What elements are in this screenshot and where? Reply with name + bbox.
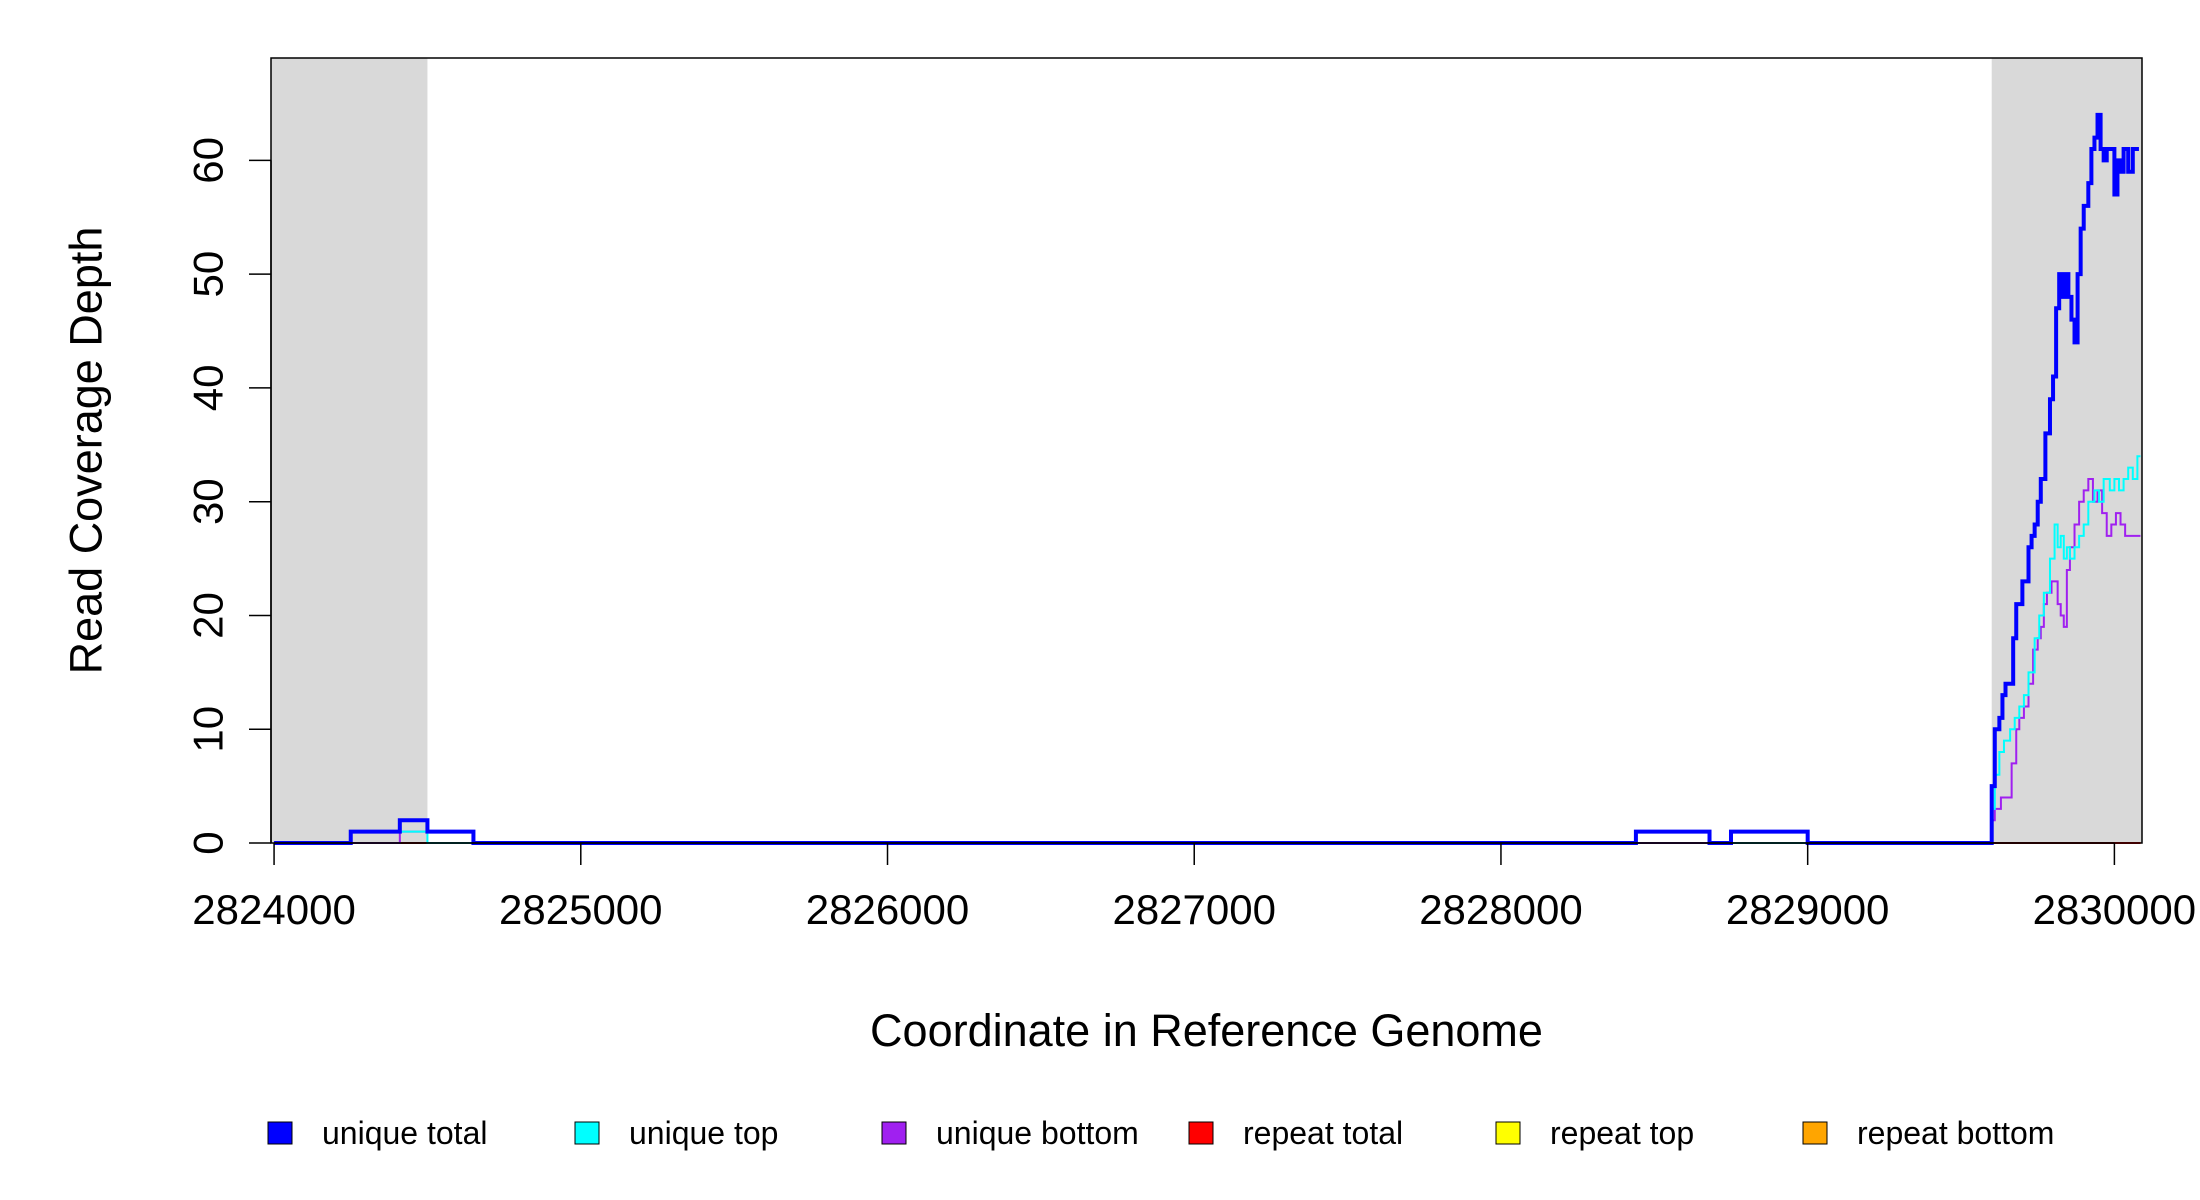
legend-swatch: [574, 1121, 600, 1145]
legend-label: repeat bottom: [1857, 1115, 2054, 1151]
series-line-unique-bottom: [274, 477, 2141, 844]
y-tick-label: 10: [185, 706, 232, 753]
x-tick-label: 2824000: [192, 886, 356, 933]
legend-item: repeat top: [1495, 1115, 1694, 1151]
x-tick-label: 2826000: [806, 886, 970, 933]
x-tick-label: 2830000: [2033, 886, 2197, 933]
legend-item: unique top: [574, 1115, 778, 1151]
legend-label: repeat top: [1550, 1115, 1694, 1151]
legend-label: unique total: [322, 1115, 487, 1151]
y-axis-title: Read Coverage Depth: [61, 227, 112, 675]
legend-label: repeat total: [1243, 1115, 1403, 1151]
plot-frame: [270, 57, 2143, 844]
y-tick-label: 60: [185, 137, 232, 184]
legend-swatch: [1802, 1121, 1828, 1145]
x-axis-title: Coordinate in Reference Genome: [870, 1005, 1543, 1056]
series-line-unique-total: [274, 112, 2139, 845]
legend-item: unique total: [267, 1115, 487, 1151]
y-tick-label: 50: [185, 251, 232, 298]
legend-item: repeat total: [1188, 1115, 1403, 1151]
legend-item: repeat bottom: [1802, 1115, 2054, 1151]
x-tick-label: 2825000: [499, 886, 663, 933]
legend-swatch: [267, 1121, 293, 1145]
series-line-unique-top: [274, 455, 2141, 844]
legend-swatch: [881, 1121, 907, 1145]
legend-swatch: [1495, 1121, 1521, 1145]
legend-label: unique top: [629, 1115, 778, 1151]
x-tick-label: 2828000: [1419, 886, 1583, 933]
legend-item: unique bottom: [881, 1115, 1139, 1151]
y-tick-label: 20: [185, 592, 232, 639]
x-tick-label: 2827000: [1112, 886, 1276, 933]
y-tick-label: 30: [185, 478, 232, 525]
y-tick-label: 0: [185, 831, 232, 854]
x-tick-label: 2829000: [1726, 886, 1890, 933]
legend-label: unique bottom: [936, 1115, 1139, 1151]
y-tick-label: 40: [185, 365, 232, 412]
shaded-region: [271, 58, 428, 843]
legend-swatch: [1188, 1121, 1214, 1145]
